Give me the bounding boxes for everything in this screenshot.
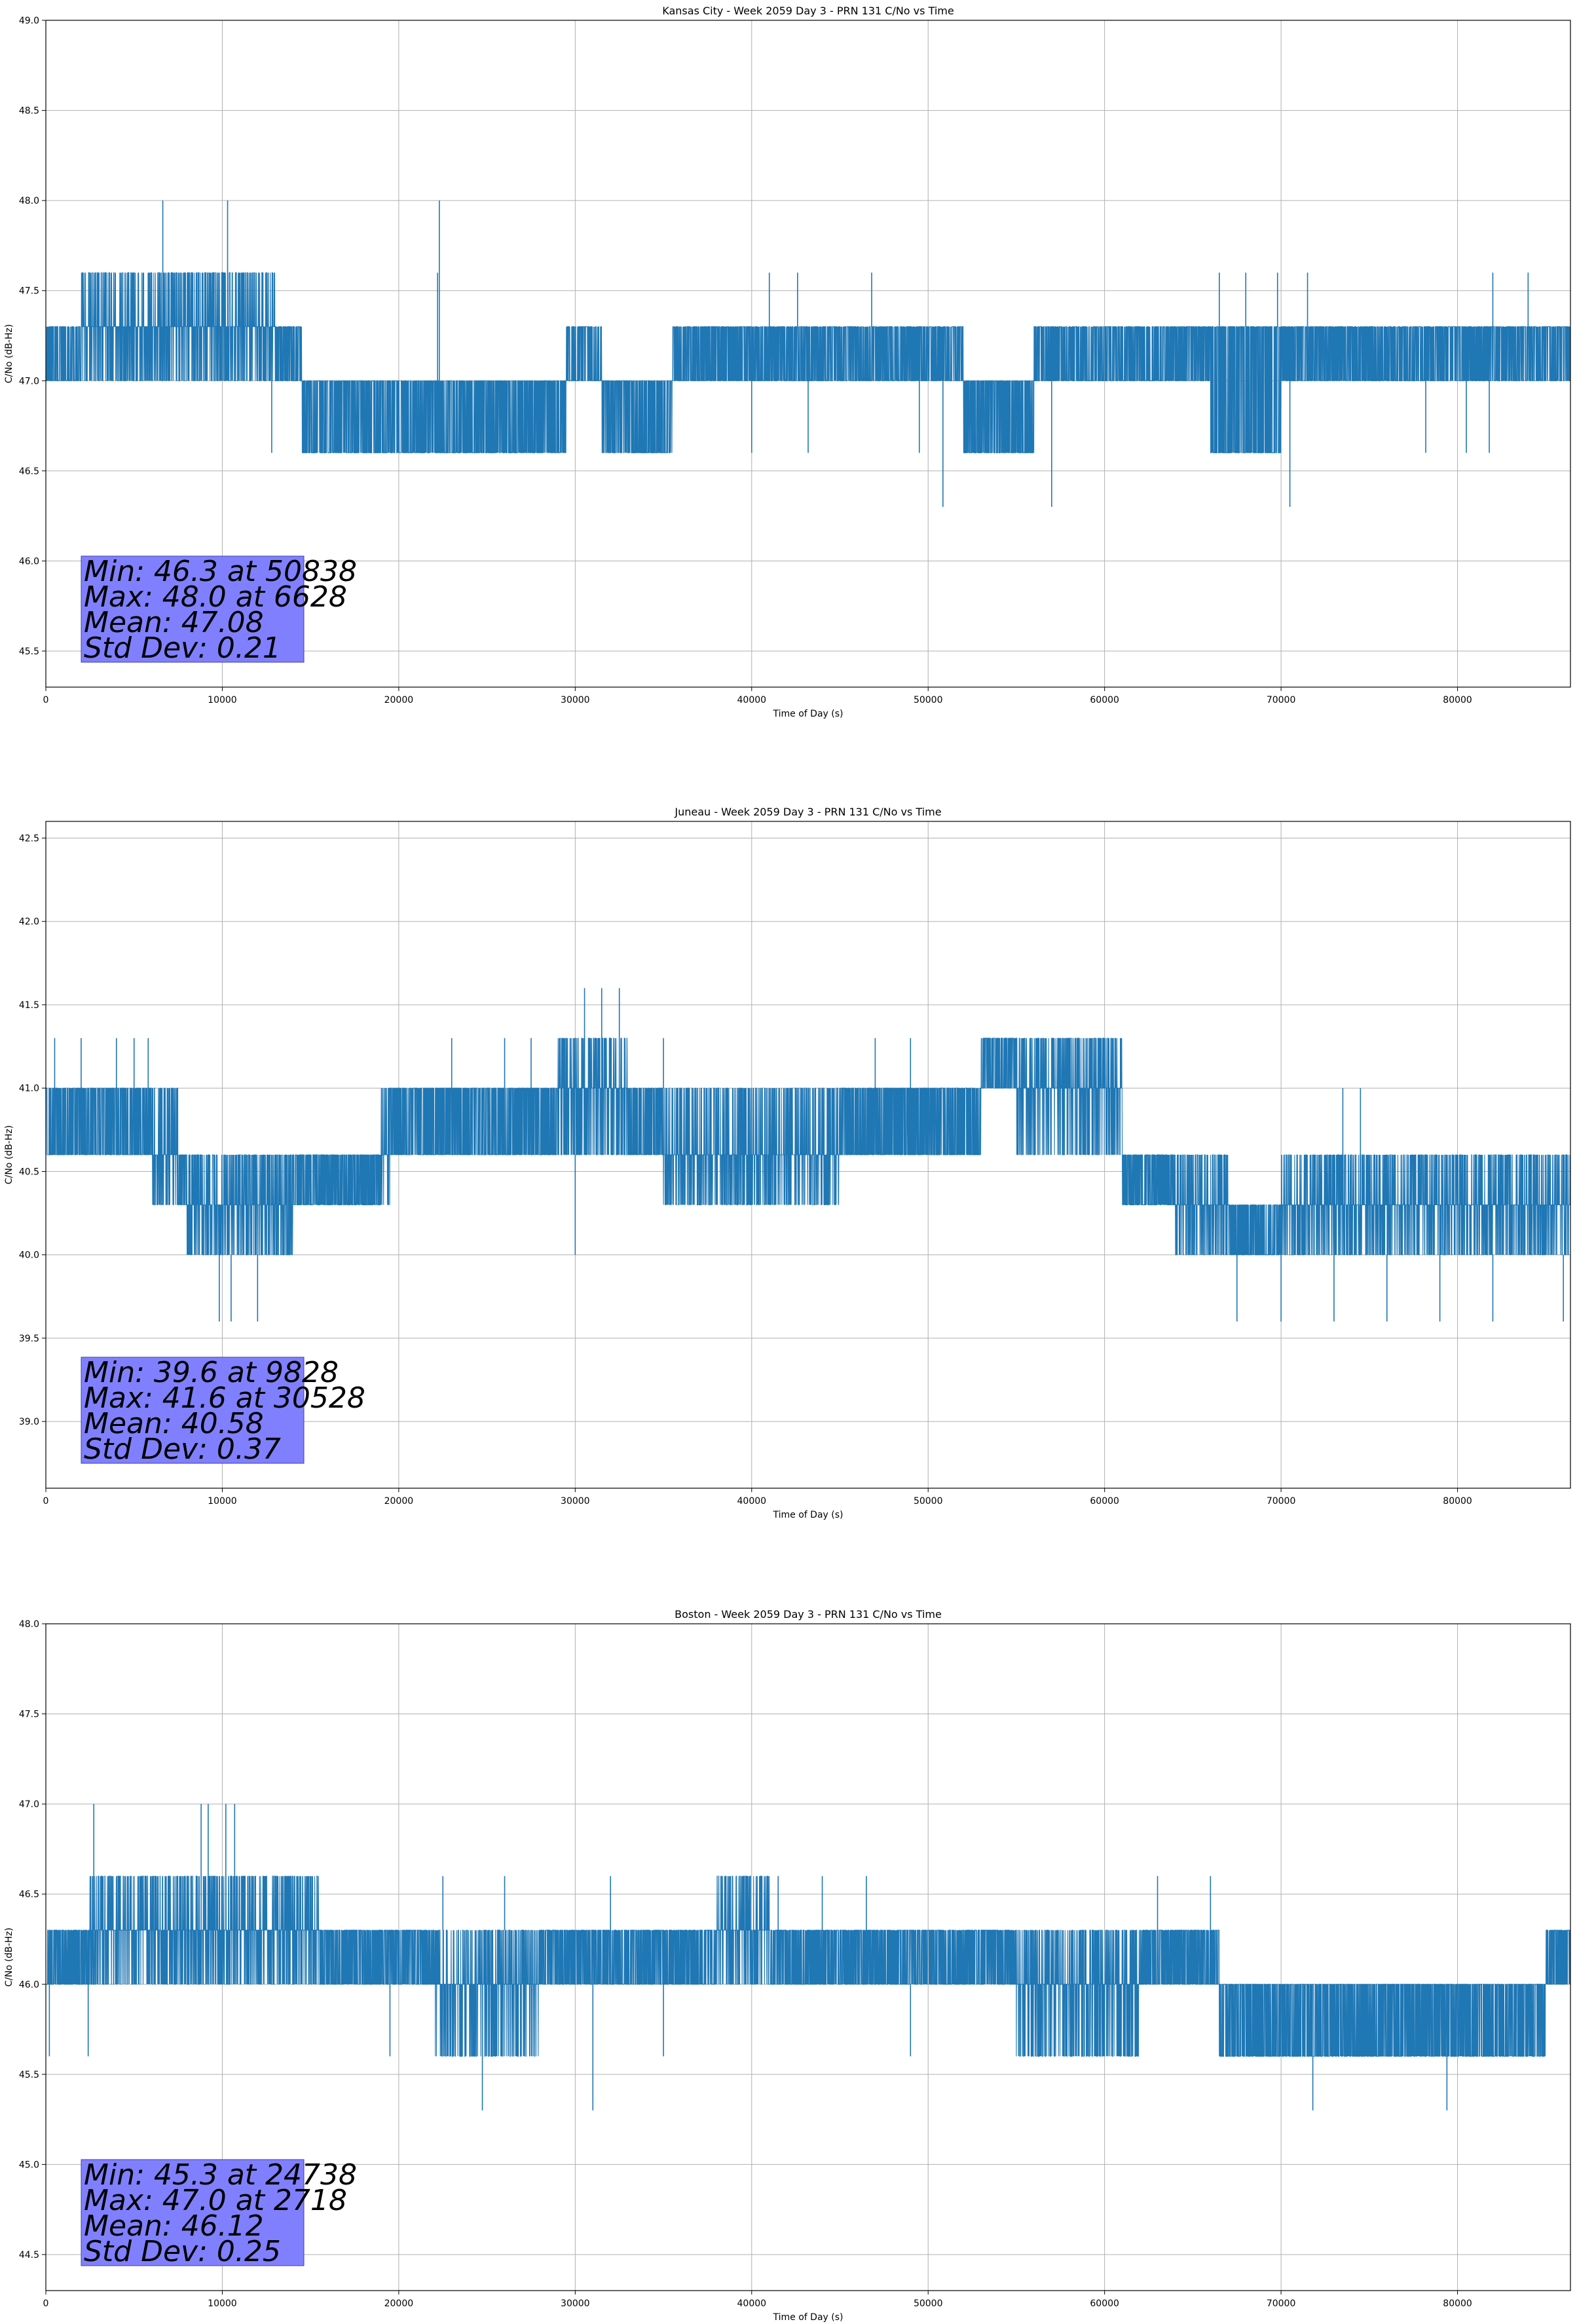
x-tick-label: 60000 bbox=[1090, 1496, 1119, 1507]
stats-mean: Mean: 46.12 bbox=[84, 2209, 264, 2243]
y-axis-label: C/No (dB-Hz) bbox=[4, 1928, 14, 1987]
axes-frame bbox=[45, 20, 1571, 688]
y-tick-label: 47.5 bbox=[19, 1710, 39, 1720]
y-tick-label: 42.5 bbox=[19, 833, 39, 844]
y-tick-label: 46.0 bbox=[19, 1979, 39, 1990]
y-tick-label: 45.0 bbox=[19, 2160, 39, 2170]
x-tick-label: 70000 bbox=[1267, 2298, 1296, 2309]
chart-panel-1: 0 10000 20000 30000 40000 50000 60000 70000 8000… bbox=[4, 5, 1571, 719]
stats-std-dev: Std Dev: 0.21 bbox=[84, 631, 281, 665]
chart-title: Kansas City - Week 2059 Day 3 - PRN 131 … bbox=[662, 5, 954, 17]
x-tick-label: 30000 bbox=[561, 2298, 590, 2309]
stats-max: Max: 47.0 at 2718 bbox=[84, 2184, 347, 2217]
stats-min: Min: 46.3 at 50838 bbox=[84, 555, 357, 588]
stats-max: Max: 41.6 at 30528 bbox=[84, 1381, 365, 1415]
y-tick-label: 41.0 bbox=[19, 1083, 39, 1094]
y-tick-label: 44.5 bbox=[19, 2250, 39, 2260]
stats-mean: Mean: 47.08 bbox=[84, 606, 264, 639]
y-tick-label: 47.5 bbox=[19, 286, 39, 297]
stats-box bbox=[81, 555, 305, 663]
x-tick-label: 10000 bbox=[208, 695, 237, 705]
y-tick-label: 48.0 bbox=[19, 196, 39, 206]
axes-frame bbox=[45, 821, 1571, 1489]
y-tick-label: 45.5 bbox=[19, 647, 39, 657]
chart-panel-2: 0 10000 20000 30000 40000 50000 60000 70000 8000… bbox=[4, 806, 1571, 1520]
stats-std-dev: Std Dev: 0.25 bbox=[84, 2235, 281, 2268]
chart-title: Juneau - Week 2059 Day 3 - PRN 131 C/No … bbox=[674, 806, 941, 818]
stats-min: Min: 39.6 at 9828 bbox=[84, 1356, 339, 1389]
x-tick-label: 70000 bbox=[1267, 1496, 1296, 1507]
stats-std-dev: Std Dev: 0.37 bbox=[84, 1433, 281, 1466]
y-tick-label: 49.0 bbox=[19, 16, 39, 26]
stats-box bbox=[81, 2159, 305, 2266]
x-tick-label: 0 bbox=[43, 695, 49, 705]
y-tick-label: 40.5 bbox=[19, 1167, 39, 1177]
x-tick-label: 40000 bbox=[737, 695, 767, 705]
x-axis-label: Time of Day (s) bbox=[773, 709, 844, 719]
x-tick-label: 30000 bbox=[561, 1496, 590, 1507]
series-line bbox=[46, 1038, 1570, 1256]
x-tick-label: 80000 bbox=[1443, 695, 1472, 705]
stats-mean: Mean: 40.58 bbox=[84, 1407, 264, 1440]
y-tick-label: 45.5 bbox=[19, 2070, 39, 2080]
series-line bbox=[46, 1875, 1570, 2057]
stats-box bbox=[81, 1357, 305, 1464]
chart-panel-3: 0 10000 20000 30000 40000 50000 60000 70000 8000… bbox=[4, 1608, 1571, 2323]
y-tick-label: 46.5 bbox=[19, 1890, 39, 1900]
x-axis-label: Time of Day (s) bbox=[773, 1510, 844, 1520]
y-tick-label: 46.5 bbox=[19, 466, 39, 477]
x-axis-label: Time of Day (s) bbox=[773, 2312, 844, 2323]
x-tick-label: 0 bbox=[43, 1496, 49, 1507]
y-axis-label: C/No (dB-Hz) bbox=[4, 324, 14, 383]
stats-min: Min: 45.3 at 24738 bbox=[84, 2158, 357, 2192]
x-tick-label: 80000 bbox=[1443, 1496, 1472, 1507]
x-tick-label: 70000 bbox=[1267, 695, 1296, 705]
y-tick-label: 47.0 bbox=[19, 1799, 39, 1810]
y-tick-label: 47.0 bbox=[19, 376, 39, 386]
x-tick-label: 60000 bbox=[1090, 2298, 1119, 2309]
x-tick-label: 30000 bbox=[561, 695, 590, 705]
y-tick-label: 48.5 bbox=[19, 106, 39, 117]
stats-max: Max: 48.0 at 6628 bbox=[84, 580, 347, 614]
chart-title: Boston - Week 2059 Day 3 - PRN 131 C/No … bbox=[675, 1608, 942, 1621]
x-tick-label: 40000 bbox=[737, 1496, 767, 1507]
x-tick-label: 0 bbox=[43, 2298, 49, 2309]
y-tick-label: 46.0 bbox=[19, 556, 39, 567]
x-tick-label: 50000 bbox=[914, 2298, 943, 2309]
x-tick-label: 80000 bbox=[1443, 2298, 1472, 2309]
axes-frame bbox=[45, 1623, 1571, 2291]
x-tick-label: 40000 bbox=[737, 2298, 767, 2309]
x-tick-label: 10000 bbox=[208, 2298, 237, 2309]
y-tick-label: 48.0 bbox=[19, 1619, 39, 1630]
y-tick-label: 42.0 bbox=[19, 917, 39, 928]
x-tick-label: 20000 bbox=[384, 695, 414, 705]
x-tick-label: 20000 bbox=[384, 2298, 414, 2309]
x-tick-label: 50000 bbox=[914, 1496, 943, 1507]
y-tick-label: 39.5 bbox=[19, 1334, 39, 1344]
x-tick-label: 20000 bbox=[384, 1496, 414, 1507]
y-tick-label: 39.0 bbox=[19, 1417, 39, 1427]
y-tick-label: 41.5 bbox=[19, 1000, 39, 1011]
x-tick-label: 10000 bbox=[208, 1496, 237, 1507]
x-tick-label: 60000 bbox=[1090, 695, 1119, 705]
x-tick-label: 50000 bbox=[914, 695, 943, 705]
y-tick-label: 40.0 bbox=[19, 1250, 39, 1261]
y-axis-label: C/No (dB-Hz) bbox=[4, 1125, 14, 1184]
